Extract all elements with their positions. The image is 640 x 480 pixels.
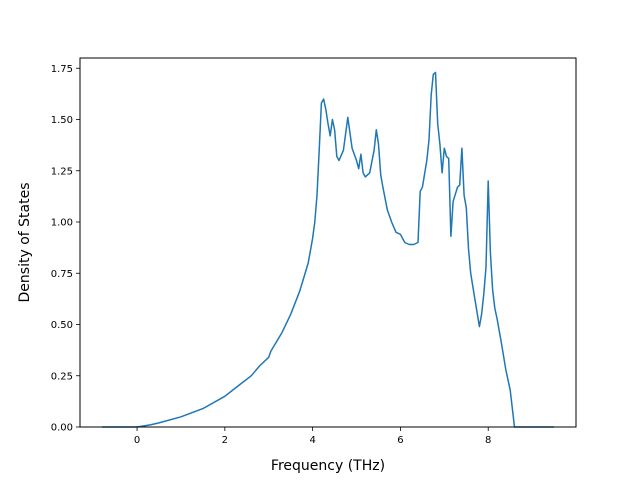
x-tick-label: 2 (222, 435, 228, 446)
y-tick-label: 1.50 (51, 115, 73, 126)
y-tick-label: 1.25 (51, 166, 73, 177)
dos-series-line-0 (101, 71, 555, 428)
x-tick-label: 8 (485, 435, 491, 446)
plot-frame (79, 57, 577, 428)
x-tick-label: 4 (309, 435, 315, 446)
x-tick-label: 6 (397, 435, 403, 446)
x-axis-label: Frequency (THz) (271, 458, 385, 474)
y-axis-label: Density of States (17, 183, 33, 303)
y-tick-label: 1.00 (51, 218, 73, 229)
y-tick-label: 1.75 (51, 64, 73, 75)
y-tick-label: 0.50 (51, 320, 73, 331)
y-tick-label: 0.25 (51, 371, 73, 382)
x-tick-label: 0 (134, 435, 140, 446)
y-tick-label: 0.75 (51, 269, 73, 280)
y-tick-label: 0.00 (51, 423, 73, 434)
